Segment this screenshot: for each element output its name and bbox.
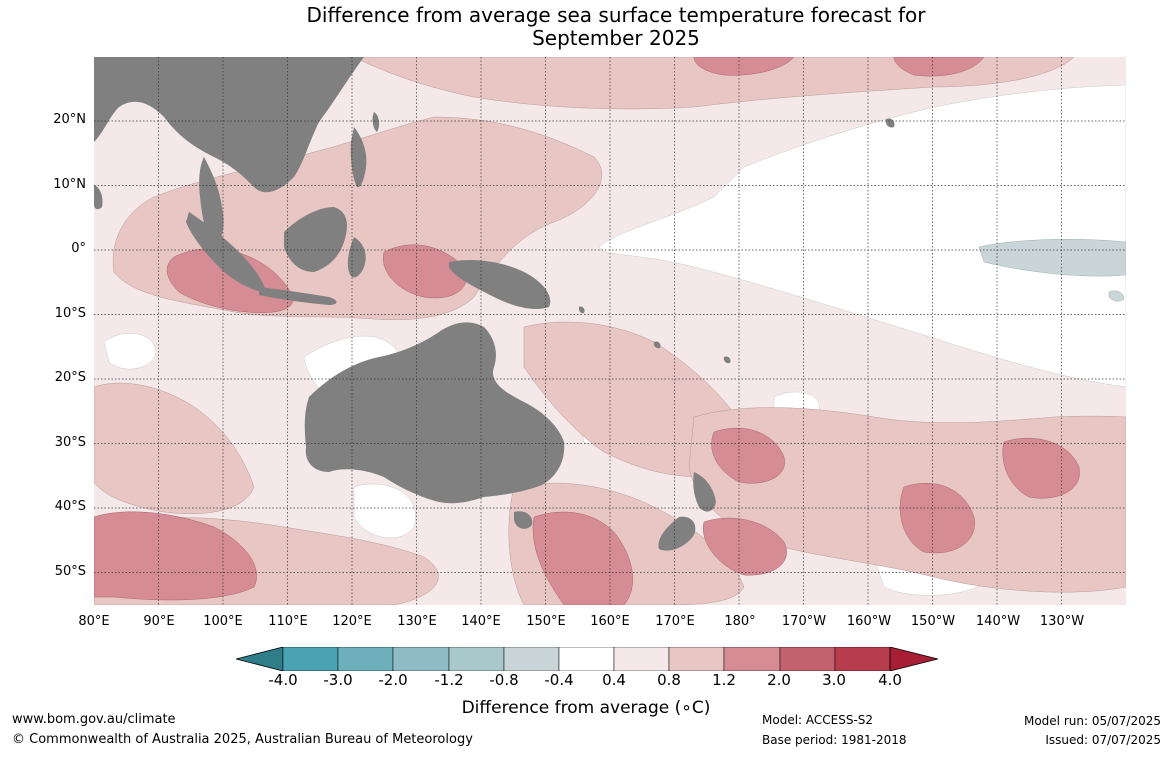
land-borneo (284, 207, 347, 272)
land-java (259, 287, 337, 305)
anomaly-region-neutral-west (103, 333, 157, 370)
lon-label-150w: 150°W (910, 614, 956, 629)
anomaly-region-warmer-banda-sea (382, 244, 467, 299)
anomaly-region-warmer-southern-indian (94, 511, 257, 601)
land-pacific-islands-1 (578, 306, 585, 314)
colorbar-tick: 2.0 (767, 671, 791, 689)
lon-label-130w: 130°W (1039, 614, 1085, 629)
map-canvas (94, 57, 1126, 605)
anomaly-region-warmer-new-zealand (702, 517, 787, 576)
colorbar-swatch (337, 647, 394, 671)
land-new-zealand-north (693, 472, 716, 512)
copyright-text: © Commonwealth of Australia 2025, Austra… (12, 732, 473, 747)
anomaly-region-warmer-tasman (532, 511, 633, 605)
land-pacific-islands-3 (723, 356, 731, 364)
lat-label-40s: 40°S (54, 499, 86, 514)
model-name: Model: ACCESS-S2 (762, 713, 874, 727)
anomaly-region-warmer-north-pacific-2 (893, 57, 985, 77)
anomaly-region-warmer-south-pacific-3 (1002, 438, 1080, 499)
lon-label-140w: 140°W (975, 614, 1021, 629)
anomaly-region-neutral-southwest (353, 483, 416, 539)
colorbar-label: Difference from average (∘C) (461, 698, 711, 718)
colorbar-tick: -3.0 (323, 671, 353, 689)
issued-date: Issued: 07/07/2025 (1045, 733, 1161, 747)
land-sumatra (186, 212, 266, 292)
map-title: Difference from average sea surface temp… (0, 4, 1173, 50)
lon-label-150e: 150°E (526, 614, 566, 629)
colorbar (236, 647, 938, 671)
lon-label-80e: 80°E (78, 614, 110, 629)
anomaly-region-warmer-north-pacific-1 (693, 57, 795, 76)
colorbar-tick: -2.0 (378, 671, 408, 689)
graticule (94, 57, 1126, 605)
colorbar-swatch (613, 647, 670, 671)
colorbar-swatch (558, 647, 615, 671)
lat-label-50s: 50°S (54, 564, 86, 579)
lat-label-20n: 20°N (53, 112, 86, 127)
base-period: Base period: 1981-2018 (762, 733, 907, 747)
colorbar-tick: 0.4 (602, 671, 626, 689)
land-tasmania (514, 511, 533, 529)
colorbar-extend-high (889, 647, 938, 671)
colorbar-tick: -0.8 (489, 671, 519, 689)
land-pacific-islands-2 (653, 341, 661, 349)
colorbar-tick: -1.2 (434, 671, 464, 689)
land-philippines (350, 127, 367, 188)
colorbar-swatch (834, 647, 891, 671)
lon-label-140e: 140°E (461, 614, 501, 629)
anomaly-region-warmer-south-pacific-2 (899, 483, 975, 554)
lat-label-0: 0° (71, 241, 86, 256)
lat-label-20s: 20°S (54, 370, 86, 385)
sst-anomaly-map (94, 57, 1126, 605)
land-hainan (283, 144, 295, 155)
colorbar-swatch (448, 647, 505, 671)
lon-label-130e: 130°E (397, 614, 437, 629)
colorbar-tick: 4.0 (878, 671, 902, 689)
colorbar-swatch (392, 647, 450, 671)
colorbar-tick: -4.0 (268, 671, 298, 689)
colorbar-swatch (723, 647, 781, 671)
lon-label-180: 180° (724, 614, 756, 629)
lon-label-90e: 90°E (143, 614, 175, 629)
colorbar-swatch (503, 647, 560, 671)
colorbar-swatch (668, 647, 725, 671)
lat-label-10n: 10°N (53, 177, 86, 192)
website-link[interactable]: www.bom.gov.au/climate (12, 712, 176, 727)
land-new-zealand-south (658, 516, 696, 551)
colorbar-tick: 3.0 (822, 671, 846, 689)
land-sri-lanka-edge (94, 185, 103, 210)
land-taiwan (372, 112, 380, 132)
title-line-2: September 2025 (532, 26, 700, 50)
lon-label-100e: 100°E (203, 614, 243, 629)
lon-label-170e: 170°E (655, 614, 695, 629)
anomaly-region-warmer-south-pacific-1 (711, 428, 785, 484)
land-new-guinea (449, 260, 551, 309)
lon-label-170w: 170°W (781, 614, 827, 629)
lon-label-120e: 120°E (332, 614, 372, 629)
lon-label-160w: 160°W (846, 614, 892, 629)
colorbar-tick: -0.4 (544, 671, 574, 689)
model-run-date: Model run: 05/07/2025 (1023, 714, 1161, 728)
anomaly-region-warm-north-pacific (353, 57, 1075, 110)
anomaly-region-cool-patch (1108, 290, 1125, 302)
anomaly-region-neutral-central-pacific (598, 84, 1126, 388)
colorbar-extend-low (236, 647, 284, 671)
lat-label-30s: 30°S (54, 435, 86, 450)
colorbar-swatch (779, 647, 836, 671)
title-line-1: Difference from average sea surface temp… (306, 3, 926, 27)
colorbar-tick: 1.2 (712, 671, 736, 689)
land-asia-mainland (94, 57, 364, 193)
colorbar-tick: 0.8 (657, 671, 681, 689)
lat-label-10s: 10°S (54, 306, 86, 321)
lon-label-110e: 110°E (268, 614, 308, 629)
land-australia (304, 322, 565, 504)
lon-label-160e: 160°E (590, 614, 630, 629)
colorbar-swatch (282, 647, 339, 671)
anomaly-region-warm-south-indian (94, 382, 255, 514)
anomaly-region-cool-equatorial-pacific (978, 239, 1126, 277)
